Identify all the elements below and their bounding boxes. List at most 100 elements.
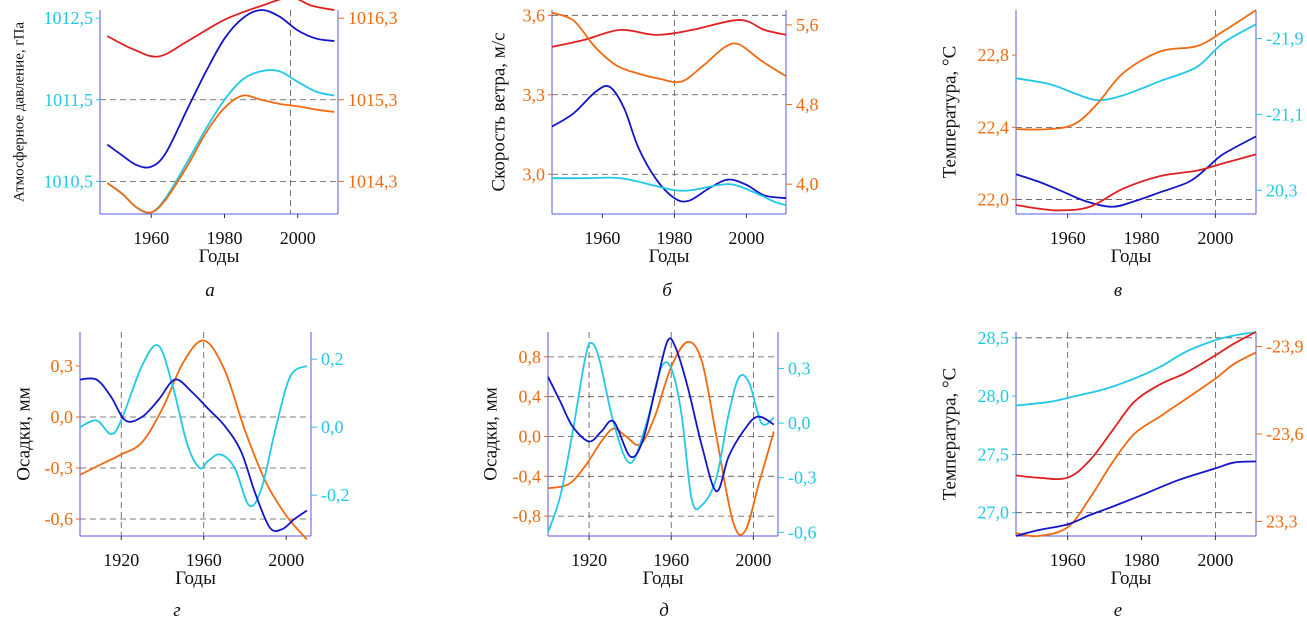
y-tick-label-right: 0,2 bbox=[321, 349, 344, 369]
series-line-cyan bbox=[106, 69, 335, 214]
panel-caption: а bbox=[205, 280, 215, 301]
y-tick-label-right: -23,9 bbox=[1266, 337, 1304, 357]
x-tick-label: 1960 bbox=[186, 550, 222, 570]
y-tick-label-right: 5,6 bbox=[796, 15, 819, 35]
y-tick-label-left: 0,8 bbox=[519, 347, 542, 367]
x-axis-label: Годы bbox=[649, 246, 690, 267]
y-tick-label-right: 0,0 bbox=[788, 413, 811, 433]
y-tick-label-left: -0,3 bbox=[45, 458, 74, 478]
series-line-cyan bbox=[79, 344, 308, 508]
y-tick-label-left: 3,6 bbox=[523, 5, 546, 25]
y-axis-label: Атмосферное давление, гПа bbox=[11, 22, 27, 202]
y-axis-label: Осадки, мм bbox=[13, 387, 34, 480]
x-tick-label: 1980 bbox=[206, 228, 242, 248]
y-tick-label-left: 28,0 bbox=[978, 386, 1010, 406]
chart-b: 1960 1980 2000 3,0 3,3 3,6 4,0 4,8 5,6 Годы Скорос… bbox=[488, 5, 818, 301]
y-tick-label-left: 27,0 bbox=[978, 503, 1010, 523]
x-tick-label: 1960 bbox=[1050, 228, 1086, 248]
y-axis-label: Температура, °С bbox=[939, 46, 960, 179]
series-line-blue bbox=[1015, 135, 1257, 208]
y-tick-label-left: 22,8 bbox=[978, 45, 1010, 65]
x-tick-label: 2000 bbox=[728, 228, 764, 248]
series-line-cyan bbox=[547, 342, 775, 533]
chart-d: 1920 1960 2000 -0,6 -0,3 0,0 0,3 -0,2 0,0 0,2 Годы… bbox=[13, 332, 350, 621]
series-line-blue bbox=[1015, 460, 1257, 537]
x-tick-label: 1960 bbox=[653, 550, 689, 570]
y-tick-label-left: 1010,5 bbox=[44, 171, 94, 191]
y-tick-label-right: -0,6 bbox=[788, 522, 817, 542]
x-tick-label: 2000 bbox=[1197, 228, 1233, 248]
series-line-blue bbox=[106, 9, 335, 169]
x-axis-label: Годы bbox=[1111, 568, 1152, 589]
series-line-blue bbox=[551, 85, 787, 203]
chart-a: 1960 1980 2000 1010,5 1011,5 1012,5 1014,3 1015… bbox=[11, 0, 398, 301]
panel-caption: в bbox=[1114, 280, 1122, 301]
y-tick-label-right: 4,8 bbox=[796, 95, 819, 115]
x-axis-label: Годы bbox=[199, 246, 240, 267]
y-axis-label: Скорость ветра, м/с bbox=[488, 32, 509, 191]
y-tick-label-right: 23,3 bbox=[1266, 511, 1298, 531]
chart-e: 1920 1960 2000 -0,8 -0,4 0,0 0,4 0,8 -0,6 -0,3 0,0… bbox=[480, 332, 817, 621]
y-tick-label-left: 3,3 bbox=[523, 85, 546, 105]
y-tick-label-left: 0,0 bbox=[519, 426, 542, 446]
series-line-blue bbox=[79, 377, 308, 533]
panel-caption: д bbox=[659, 600, 669, 621]
series-line-blue bbox=[547, 337, 775, 493]
y-tick-label-left: -0,4 bbox=[513, 466, 542, 486]
x-tick-label: 1960 bbox=[1050, 550, 1086, 570]
series-line-orange bbox=[551, 11, 787, 84]
series-line-orange bbox=[547, 341, 775, 536]
y-axis-label: Температура, °С bbox=[939, 368, 960, 501]
y-tick-label-right: 0,3 bbox=[788, 358, 811, 378]
series-line-red bbox=[1015, 331, 1257, 480]
y-tick-label-left: 27,5 bbox=[978, 444, 1010, 464]
y-tick-label-right: 1014,3 bbox=[348, 171, 398, 191]
x-tick-label: 2000 bbox=[280, 228, 316, 248]
y-tick-label-left: -0,8 bbox=[513, 506, 542, 526]
series-line-cyan bbox=[552, 176, 787, 206]
y-tick-label-left: 0,3 bbox=[51, 356, 74, 376]
panel-caption: е bbox=[1114, 600, 1122, 621]
y-tick-label-left: 0,4 bbox=[519, 387, 542, 407]
series-line-red bbox=[1015, 153, 1257, 212]
y-tick-label-right: 1015,3 bbox=[348, 90, 398, 110]
chart-c: 1960 1980 2000 22,0 22,4 22,8 20,3 -21,1 -21,9 Го… bbox=[939, 9, 1304, 301]
x-tick-label: 2000 bbox=[268, 550, 304, 570]
y-tick-label-right: -21,9 bbox=[1266, 28, 1304, 48]
x-tick-label: 1980 bbox=[656, 228, 692, 248]
x-tick-label: 1980 bbox=[1124, 550, 1160, 570]
y-tick-label-right: 1016,3 bbox=[348, 8, 398, 28]
x-tick-label: 1920 bbox=[571, 550, 607, 570]
x-tick-label: 2000 bbox=[1197, 550, 1233, 570]
x-axis-label: Годы bbox=[643, 568, 684, 589]
series-line-cyan bbox=[1015, 331, 1257, 407]
series-line-orange bbox=[1015, 9, 1257, 131]
y-tick-label-left: 22,4 bbox=[978, 117, 1010, 137]
y-tick-label-right: 20,3 bbox=[1266, 180, 1298, 200]
y-tick-label-left: 1011,5 bbox=[44, 90, 93, 110]
x-tick-label: 1920 bbox=[103, 550, 139, 570]
series-line-orange bbox=[79, 339, 308, 540]
series-line-orange bbox=[106, 94, 335, 214]
x-axis-label: Годы bbox=[175, 568, 216, 589]
y-tick-label-left: 28,5 bbox=[978, 328, 1010, 348]
y-tick-label-left: 0,0 bbox=[51, 407, 74, 427]
series-line-cyan bbox=[1015, 23, 1257, 102]
y-tick-label-right: -0,3 bbox=[788, 468, 817, 488]
panel-caption: г bbox=[173, 600, 180, 621]
y-axis-label: Осадки, мм bbox=[480, 387, 501, 480]
y-tick-label-left: 1012,5 bbox=[44, 8, 94, 28]
y-tick-label-right: -23,6 bbox=[1266, 424, 1304, 444]
series-line-red bbox=[551, 19, 787, 48]
x-axis-label: Годы bbox=[1111, 246, 1152, 267]
chart-f: 1960 1980 2000 27,0 27,5 28,0 28,5 23,3 -23,6 -23… bbox=[939, 328, 1303, 621]
y-tick-label-left: -0,6 bbox=[45, 509, 74, 529]
y-tick-label-right: -21,1 bbox=[1266, 104, 1304, 124]
x-tick-label: 1960 bbox=[133, 228, 169, 248]
x-tick-label: 2000 bbox=[735, 550, 771, 570]
y-tick-label-right: 0,0 bbox=[321, 417, 344, 437]
y-tick-label-left: 22,0 bbox=[978, 190, 1010, 210]
x-tick-label: 1960 bbox=[584, 228, 620, 248]
x-tick-label: 1980 bbox=[1124, 228, 1160, 248]
